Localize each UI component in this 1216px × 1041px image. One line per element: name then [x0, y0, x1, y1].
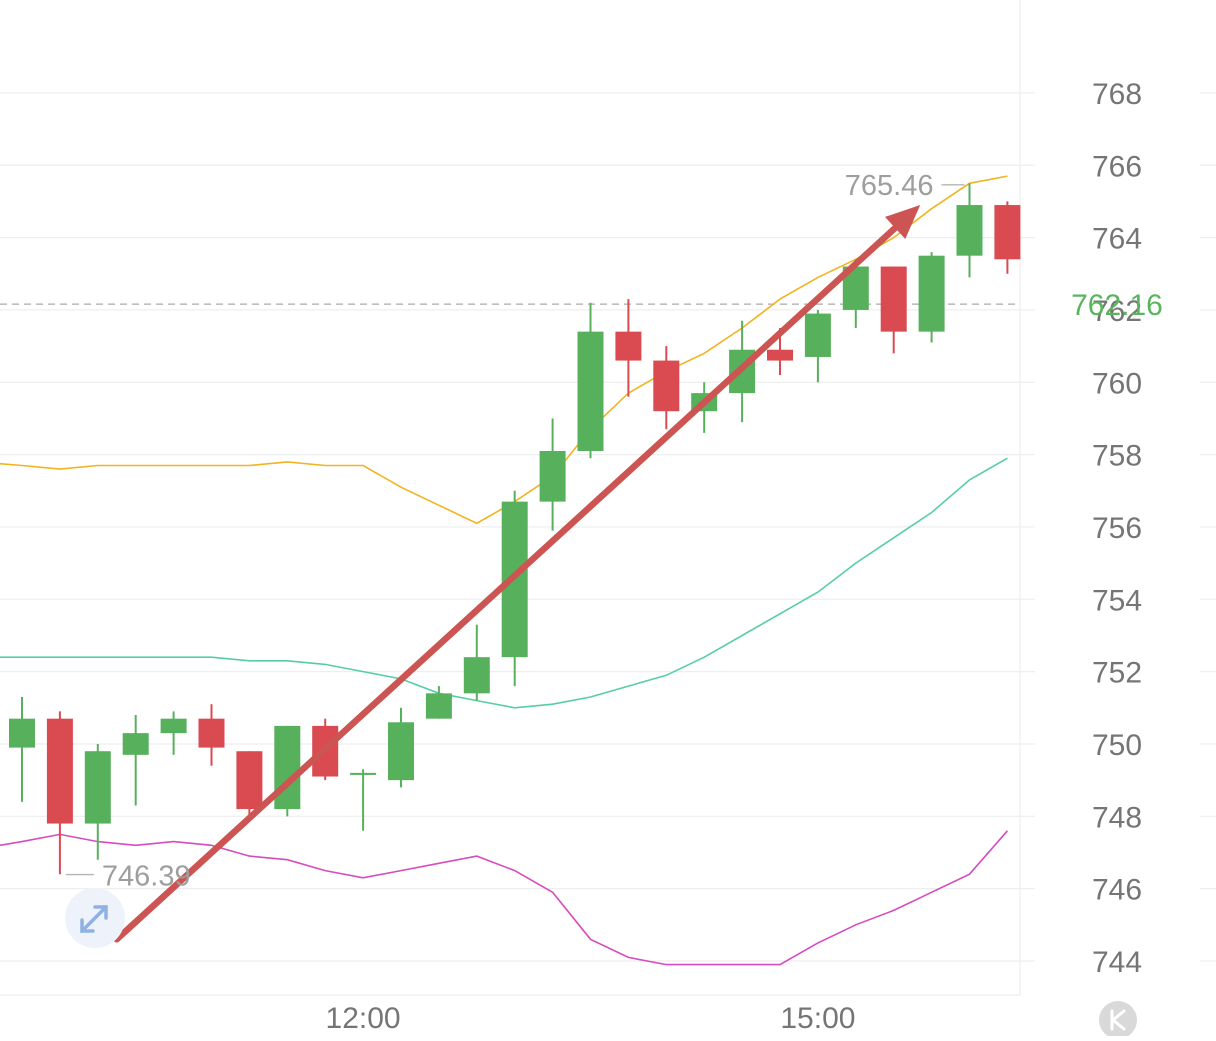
candle[interactable]: [880, 266, 907, 354]
y-tick-label: 762: [1092, 295, 1142, 328]
candle[interactable]: [994, 201, 1021, 274]
y-tick-label: 750: [1092, 729, 1142, 762]
candle-body: [767, 349, 793, 361]
candle[interactable]: [46, 711, 73, 875]
y-tick-label: 768: [1092, 78, 1142, 111]
grid-lines: [0, 0, 1216, 996]
candle-body: [463, 657, 490, 694]
candle-body: [350, 772, 377, 775]
candle-body: [804, 313, 831, 357]
candle[interactable]: [615, 299, 642, 397]
y-tick-label: 756: [1092, 512, 1142, 545]
k-logo-icon: [1099, 1001, 1137, 1039]
candle[interactable]: [388, 707, 414, 788]
candle[interactable]: [198, 704, 225, 766]
candle-body: [994, 205, 1021, 260]
x-tick-label: 12:00: [326, 1002, 401, 1035]
y-tick-label: 764: [1092, 223, 1142, 256]
candle-body: [274, 725, 301, 810]
high-annotation-label: 765.46: [845, 170, 934, 202]
candle-body: [539, 451, 566, 502]
current-price-label: 762.16: [1071, 289, 1163, 322]
candle[interactable]: [122, 715, 149, 806]
candle[interactable]: [501, 490, 528, 687]
lower-band-line: [0, 830, 1009, 966]
candle[interactable]: [956, 183, 983, 278]
candle[interactable]: [84, 743, 111, 860]
candle-body: [388, 722, 414, 781]
candle-body: [160, 718, 187, 734]
candle-body: [84, 751, 111, 824]
candle-body: [425, 693, 452, 719]
low-annotation-label: 746.39: [102, 861, 191, 893]
candle-body: [653, 360, 680, 412]
candle[interactable]: [918, 252, 945, 343]
trend-arrow-shaft: [113, 222, 902, 943]
upper-band-line: [0, 175, 1008, 525]
candle[interactable]: [539, 418, 566, 531]
expand-arrows-icon[interactable]: [65, 888, 125, 948]
y-tick-label: 746: [1092, 874, 1142, 907]
trend-arrow: [113, 205, 921, 943]
candle-body: [577, 331, 604, 452]
x-tick-label: 15:00: [780, 1002, 855, 1035]
bollinger-bands: [0, 175, 1009, 966]
candle-body: [236, 751, 263, 810]
y-tick-label: 760: [1092, 367, 1142, 400]
middle-band-line: [0, 457, 1008, 709]
candle[interactable]: [463, 624, 490, 701]
y-tick-label: 744: [1092, 946, 1142, 979]
y-tick-label: 758: [1092, 440, 1142, 473]
candle[interactable]: [804, 309, 831, 383]
trend-arrow-head: [885, 205, 921, 240]
axis-labels: 744 746 748 750 752 754 756 758 760 762 764 766 768 1…: [65, 78, 1163, 1035]
y-tick-label: 766: [1092, 150, 1142, 183]
candle-body: [918, 255, 945, 332]
candle-body: [956, 205, 983, 256]
candle-body: [615, 331, 642, 361]
candle-body: [198, 718, 225, 748]
candle-body: [9, 718, 35, 748]
candle-body: [122, 733, 149, 755]
y-tick-label: 752: [1092, 657, 1142, 690]
candles[interactable]: [9, 183, 1021, 875]
candle-body: [46, 718, 73, 824]
candle[interactable]: [160, 711, 187, 755]
candle[interactable]: [350, 769, 377, 831]
candle[interactable]: [653, 346, 680, 430]
candle[interactable]: [236, 751, 263, 817]
candle[interactable]: [577, 302, 604, 459]
candle[interactable]: [425, 686, 452, 719]
y-tick-label: 754: [1092, 584, 1142, 617]
candle-body: [880, 266, 907, 332]
y-tick-label: 748: [1092, 801, 1142, 834]
candle[interactable]: [9, 696, 35, 802]
